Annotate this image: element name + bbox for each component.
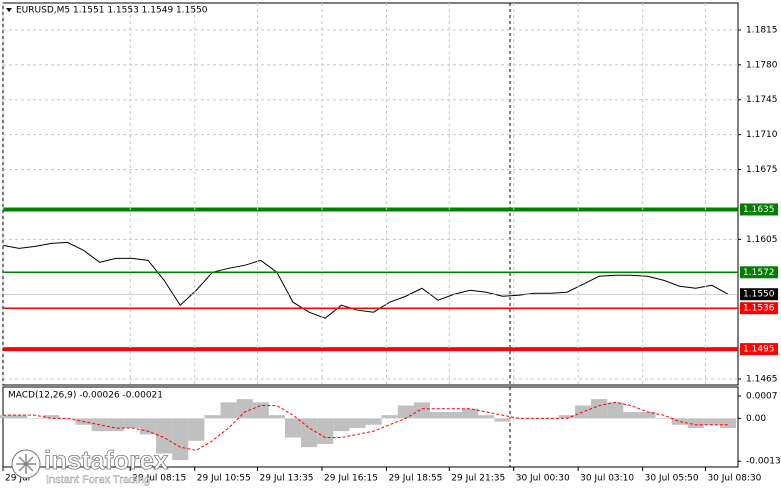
- signal-line: [3, 401, 728, 451]
- histogram-bar: [349, 418, 366, 428]
- histogram-bar: [365, 418, 382, 425]
- x-tick-label: 30 Jul 08:30: [707, 474, 761, 484]
- histogram-bar: [703, 418, 720, 425]
- histogram-bar: [446, 411, 463, 419]
- price-layer: 1.1815 1.1780 1.1745 1.1710 1.1675 1.1605 1.14…: [2, 25, 778, 385]
- histogram-bar: [542, 418, 559, 419]
- histogram-bar: [687, 418, 704, 428]
- histogram-bar: [59, 418, 76, 419]
- logo-rays: [16, 454, 36, 474]
- histogram-bar: [0, 415, 12, 419]
- macd-layer: 0.0007 0.00 -0.00134 29 Jul 29 Jul 08:15 29 J…: [0, 3, 781, 484]
- price-panel: [2, 2, 739, 386]
- level-label: 1.1536: [743, 304, 775, 314]
- histogram-bar: [494, 418, 511, 422]
- price-line: [2, 241, 729, 319]
- histogram-bar: [172, 418, 189, 460]
- histogram-bar: [671, 418, 688, 425]
- watermark: instaforex Instant Forex Trading: [11, 444, 169, 486]
- chart-title: EURUSD,M5 1.1551 1.1553 1.1549 1.1550: [16, 6, 208, 16]
- x-tick-label: 30 Jul 05:50: [645, 474, 699, 484]
- histogram-bar: [526, 418, 543, 419]
- y-tick-label: 1.1465: [746, 375, 778, 385]
- histogram-bar: [574, 405, 592, 419]
- x-tick-label: 29 Jul 21:35: [451, 474, 505, 484]
- histogram-bar: [607, 402, 624, 419]
- histogram-bar: [317, 418, 334, 444]
- y-tick-label: 1.1815: [746, 25, 778, 35]
- histogram-bar: [429, 411, 447, 419]
- x-tick-label: 30 Jul 00:30: [516, 474, 570, 484]
- histogram-bar: [156, 418, 173, 454]
- y-tick-label: 0.00: [746, 414, 766, 424]
- y-tick-label: 1.1675: [746, 165, 778, 175]
- histogram-bar: [27, 418, 44, 419]
- histogram-bar: [11, 415, 28, 419]
- level-label-box: [740, 203, 778, 216]
- y-tick-label: 1.1605: [746, 235, 778, 245]
- histogram-bar: [623, 411, 640, 419]
- histogram-bar: [268, 415, 285, 419]
- level-label: 1.1550: [743, 290, 775, 300]
- level-label-box: [740, 302, 778, 315]
- histogram-bar: [284, 418, 302, 438]
- x-tick-label: 29 Jul 13:35: [260, 474, 314, 484]
- y-tick-label: 1.1780: [746, 60, 778, 70]
- histogram-bar: [558, 415, 575, 419]
- histogram-bar: [462, 408, 479, 419]
- histogram-bar: [381, 415, 398, 419]
- x-tick-label: 29 Jul 10:55: [197, 474, 251, 484]
- histogram-bar: [252, 402, 269, 419]
- y-tick-label: 1.1710: [746, 130, 778, 140]
- level-label-box: [740, 266, 778, 279]
- y-tick-label: -0.00134: [746, 457, 781, 467]
- histogram-bar: [397, 405, 414, 419]
- histogram-bar: [478, 415, 495, 419]
- histogram-bar: [188, 418, 205, 441]
- x-tick-label: 29 Jul 18:55: [388, 474, 442, 484]
- histogram-bar: [591, 399, 608, 419]
- level-label: 1.1572: [743, 268, 775, 278]
- title-arrow: [6, 8, 12, 12]
- x-tick-label: 30 Jul 03:10: [580, 474, 634, 484]
- histogram-bar: [236, 399, 253, 419]
- x-tick-label: 29 Jul: [5, 474, 30, 484]
- watermark-brand: instaforex: [44, 445, 169, 475]
- x-tick-label: 29 Jul 16:15: [324, 474, 378, 484]
- histogram-bar: [413, 402, 430, 419]
- histogram-bar: [107, 418, 124, 432]
- histogram-bar: [139, 418, 157, 435]
- y-tick-label: 1.1745: [746, 95, 778, 105]
- histogram-bar: [220, 402, 237, 419]
- histogram-bar: [123, 418, 140, 428]
- histogram-bar: [43, 415, 60, 419]
- level-label: 1.1635: [743, 205, 775, 215]
- level-label-box: [740, 288, 778, 301]
- histogram-bar: [301, 418, 318, 448]
- level-label: 1.1495: [743, 345, 775, 355]
- watermark-tagline: Instant Forex Trading: [46, 474, 150, 486]
- histogram-bar: [719, 418, 737, 428]
- histogram-bar: [333, 418, 350, 432]
- level-label-box: [740, 343, 778, 356]
- macd-title: MACD(12,26,9) -0.00026 -0.00021: [8, 391, 163, 401]
- histogram-bar: [639, 411, 656, 419]
- x-tick-label: 29 Jul 08:15: [132, 474, 186, 484]
- histogram-bar: [655, 418, 672, 419]
- histogram-bar: [204, 415, 221, 419]
- y-tick-label: 0.0007: [746, 391, 778, 401]
